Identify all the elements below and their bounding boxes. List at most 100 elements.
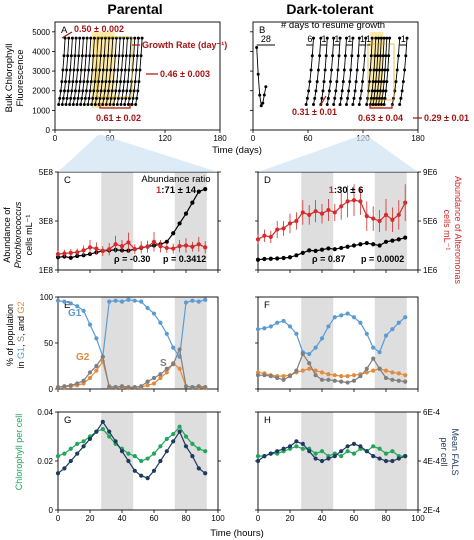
panel-g-chl-point-4: [81, 439, 86, 444]
panel-d-pro-point-22: [396, 237, 401, 242]
panel-d-alt-point-10: [319, 211, 325, 216]
panel-f-g1-point-23: [403, 315, 408, 320]
a-growth-rate-label: Growth Rate (day⁻¹): [142, 40, 227, 50]
panel-b-transfer-15-point-2: [381, 89, 385, 93]
panel-a-transfer-12-point-5: [106, 54, 110, 58]
panel-a-transfer-1-point-0: [60, 102, 64, 106]
panel-f-g2-point-8: [307, 366, 312, 371]
panel-h-xtick-label-1: 20: [286, 514, 295, 523]
panel-a-transfer-3-point-1: [69, 96, 73, 100]
panel-a-ytick-label-2: 2000: [32, 87, 50, 96]
panel-g-xtick-label-5: 100: [211, 514, 225, 523]
panel-a-transfer-1-point-2: [62, 89, 66, 93]
panel-a-transfer-6-point-2: [81, 89, 85, 93]
panel-a-transfer-18-point-4: [127, 68, 131, 72]
panel-d-dark-period-0: [301, 172, 334, 270]
panel-e-g1-point-20: [183, 300, 189, 305]
panel-d-alt-point-1: [262, 233, 267, 238]
panel-h-fals-point-3: [275, 449, 280, 454]
panel-a-transfer-5-point-3: [78, 80, 82, 84]
panel-a-transfer-15-point-6: [118, 36, 122, 40]
panel-b-transfer-16-point-5: [387, 54, 391, 58]
panel-g-fals-point-4: [81, 444, 86, 449]
panel-a-transfer-1-point-3: [64, 80, 68, 84]
panel-e-ytick-label-2: 100: [40, 293, 54, 302]
panel-f-panel-label: F: [264, 300, 270, 311]
panel-e-s-point-20: [183, 384, 189, 389]
panel-h-fals-point-23: [403, 454, 408, 459]
panel-e-s-point-21: [190, 385, 195, 390]
panel-f-g1-point-19: [377, 350, 382, 355]
panel-d-pro-point-7: [300, 250, 305, 255]
panel-g-fals-point-14: [145, 476, 150, 481]
panel-f-g1-point-18: [371, 345, 376, 350]
panel-a-transfer-4-point-6: [78, 36, 82, 40]
c-ratio-rest: :71 ± 14: [161, 185, 197, 196]
panel-b-transfer-6-point-4: [342, 68, 346, 72]
panel-f-g2-point-21: [390, 370, 395, 375]
d-rho: ρ = 0.87: [312, 254, 345, 264]
panel-b-transfer-14-point-0: [377, 102, 381, 106]
panel-h-chl-point-20: [383, 451, 389, 456]
b-rate-right: 0.29 ± 0.01: [424, 113, 469, 123]
panel-c-alt-point-22: [196, 242, 201, 247]
panel-a-transfer-7-point-1: [83, 96, 87, 100]
panel-f-g2-point-18: [371, 368, 376, 373]
panel-a-transfer-14-point-5: [113, 54, 117, 58]
panel-a-transfer-8-point-3: [89, 80, 93, 84]
panel-e: E 0 50 100: [40, 293, 219, 394]
panel-d-pro-point-23: [403, 235, 408, 240]
b-rate-bottom: 0.63 ± 0.04: [358, 113, 403, 123]
panel-a-transfer-15-point-2: [114, 89, 118, 93]
panel-b-transfer-13-point-2: [376, 89, 380, 93]
panel-h-fals-point-7: [300, 441, 305, 446]
panel-f-s-point-23: [403, 379, 408, 384]
panel-a-transfer-20-point-5: [135, 54, 139, 58]
panel-a-transfer-0-point-5: [62, 54, 66, 58]
panel-d-alt-point-22: [396, 212, 401, 217]
panel-d-pro-point-16: [358, 242, 363, 247]
panel-a-transfer-14-point-1: [109, 96, 113, 100]
panel-h-fals-point-2: [268, 451, 273, 456]
panel-c-alt-point-17: [164, 245, 169, 251]
panel-b-frame: [252, 21, 419, 131]
panel-a-transfer-11-point-1: [98, 96, 102, 100]
panel-f-s-point-15: [351, 378, 357, 383]
panel-f-s-point-16: [358, 374, 363, 379]
panel-g-xtick-label-0: 0: [56, 514, 61, 523]
panel-a-transfer-5-point-4: [79, 68, 83, 72]
panel-f-s-point-6: [294, 368, 299, 373]
panel-f-s-point-1: [262, 373, 267, 378]
panel-b-transfer-5-point-2: [334, 89, 338, 93]
panel-f-g1-point-22: [396, 320, 401, 325]
panel-a-transfer-19-point-3: [130, 80, 134, 84]
panel-f-s-point-22: [396, 378, 401, 383]
panel-f-g1-point-21: [390, 327, 395, 332]
panel-d-alt-point-8: [307, 212, 312, 217]
panel-f-g1-point-1: [262, 326, 267, 331]
panel-c-panel-label: C: [64, 175, 71, 186]
panel-b-transfer-13-point-0: [374, 102, 378, 106]
panel-a-transfer-0-point-0: [57, 102, 61, 106]
panel-e-g1-point-3: [75, 304, 80, 309]
panel-g-xtick-label-3: 60: [150, 514, 159, 523]
panel-f-g1-point-10: [319, 336, 325, 341]
panel-a-transfer-19-point-2: [128, 89, 132, 93]
panel-e-g1-point-17: [164, 331, 169, 336]
panel-a-transfer-21-point-1: [135, 96, 139, 100]
panel-b-transfer-6-point-2: [340, 89, 344, 93]
d-ylabel-right-text: Abundance of Alteromonas: [453, 176, 463, 285]
panel-b-transfer-10-point-2: [367, 89, 370, 93]
panel-a-transfer-3-point-5: [73, 54, 77, 58]
panel-b-transfer-18-point-0: [398, 102, 402, 106]
panel-c-alt-point-4: [81, 248, 86, 253]
panel-b-transfer-9-point-3: [361, 80, 365, 84]
panel-f-s-point-0: [255, 373, 261, 378]
panel-g-fals-point-3: [75, 451, 80, 456]
panel-h-panel-label: H: [264, 415, 271, 426]
panel-g-xtick-label-2: 40: [118, 514, 127, 523]
panel-d-alt-point-21: [390, 217, 395, 222]
panel-a-transfer-10-point-3: [97, 80, 101, 84]
